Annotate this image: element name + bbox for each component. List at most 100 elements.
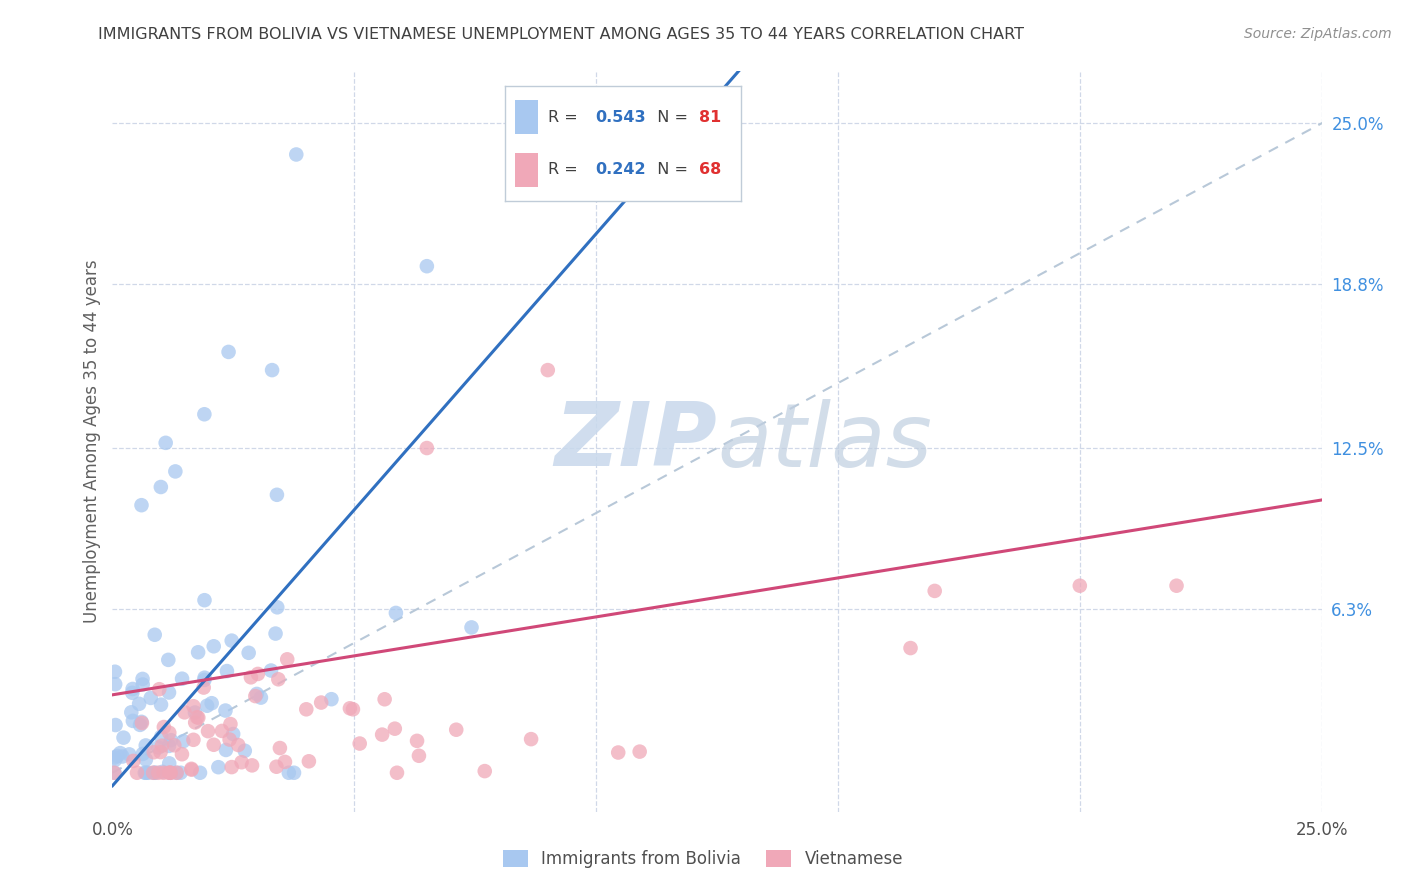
Point	[163, 739, 186, 753]
Point	[170, 747, 193, 762]
Point	[215, 664, 238, 678]
Point	[193, 671, 215, 685]
Point	[193, 593, 215, 607]
Point	[104, 718, 127, 732]
Point	[214, 704, 236, 718]
Point	[201, 696, 224, 710]
Point	[384, 722, 406, 736]
Point	[924, 583, 946, 598]
Point	[197, 724, 219, 739]
Point	[266, 600, 288, 615]
Point	[143, 765, 166, 780]
Point	[233, 744, 256, 758]
Point	[180, 762, 202, 776]
Point	[264, 626, 287, 640]
Point	[385, 606, 408, 620]
Point	[128, 697, 150, 711]
Point	[184, 715, 207, 730]
Point	[374, 692, 396, 706]
Point	[152, 764, 174, 779]
Point	[165, 464, 187, 478]
Point	[184, 706, 207, 720]
Point	[149, 745, 172, 759]
Point	[226, 738, 249, 752]
Point	[246, 667, 269, 681]
Point	[111, 749, 134, 764]
Point	[202, 738, 225, 752]
Point	[135, 765, 157, 780]
Point	[131, 672, 153, 686]
Point	[159, 765, 181, 780]
Point	[188, 765, 211, 780]
Point	[157, 653, 180, 667]
Point	[104, 753, 127, 767]
Point	[157, 685, 180, 699]
Point	[150, 698, 173, 712]
Point	[121, 681, 143, 696]
Point	[193, 673, 215, 687]
Point	[342, 702, 364, 716]
Point	[219, 717, 242, 731]
Point	[148, 765, 170, 780]
Point	[104, 677, 127, 691]
Point	[221, 760, 243, 774]
Point	[183, 699, 205, 714]
Point	[148, 740, 170, 755]
Point	[245, 689, 267, 703]
Point	[142, 745, 165, 759]
Point	[183, 732, 205, 747]
Point	[104, 765, 127, 780]
Point	[132, 747, 155, 761]
Point	[285, 147, 308, 161]
Point	[129, 718, 152, 732]
Point	[159, 765, 181, 780]
Point	[222, 727, 245, 741]
Point	[131, 714, 153, 729]
Point	[157, 739, 180, 753]
Point	[1166, 579, 1188, 593]
Point	[172, 734, 194, 748]
Point	[139, 690, 162, 705]
Point	[180, 763, 202, 777]
Point	[148, 682, 170, 697]
Point	[157, 765, 180, 780]
Point	[152, 765, 174, 780]
Point	[416, 259, 439, 273]
Point	[274, 755, 297, 769]
Point	[142, 765, 165, 780]
Point	[900, 641, 922, 656]
Point	[607, 746, 630, 760]
Point	[269, 741, 291, 756]
Point	[195, 698, 218, 713]
Point	[193, 407, 215, 421]
Point	[155, 435, 177, 450]
Point	[187, 710, 209, 724]
Point	[246, 687, 269, 701]
Point	[1069, 579, 1091, 593]
Point	[371, 728, 394, 742]
Point	[276, 652, 298, 666]
Point	[207, 760, 229, 774]
Point	[166, 765, 188, 780]
Point	[339, 701, 361, 715]
Point	[193, 681, 215, 695]
Point	[239, 670, 262, 684]
Point	[135, 739, 157, 753]
Point	[143, 765, 166, 780]
Point	[149, 480, 172, 494]
Point	[283, 765, 305, 780]
Point	[474, 764, 496, 778]
Point	[122, 754, 145, 768]
Point	[121, 714, 143, 728]
Point	[131, 716, 153, 731]
Point	[416, 441, 439, 455]
Point	[215, 743, 238, 757]
Point	[135, 752, 157, 766]
Point	[295, 702, 318, 716]
Point	[108, 746, 131, 760]
Point	[157, 725, 180, 739]
Point	[103, 765, 125, 780]
Point	[169, 765, 191, 780]
Point	[218, 345, 240, 359]
Point	[150, 739, 173, 753]
